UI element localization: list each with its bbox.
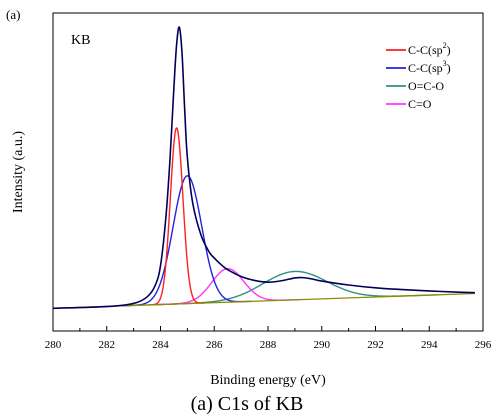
legend-label-end: ) bbox=[447, 43, 451, 57]
legend-label-main: C-C(sp bbox=[408, 43, 443, 57]
raw-spectrum-line bbox=[52, 26, 475, 310]
figure-caption: (a) C1s of KB bbox=[191, 393, 304, 415]
curve-layer bbox=[52, 26, 475, 310]
x-tick-label: 286 bbox=[206, 339, 223, 351]
legend-label: C=O bbox=[408, 97, 432, 111]
legend-label: C-C(sp3) bbox=[408, 59, 451, 75]
sample-label: KB bbox=[71, 33, 90, 48]
legend: C-C(sp2)C-C(sp3)O=C-OC=O bbox=[386, 41, 451, 111]
legend-label: O=C-O bbox=[408, 79, 444, 93]
legend-label: C-C(sp2) bbox=[408, 41, 451, 57]
x-tick-label: 282 bbox=[99, 339, 116, 351]
y-axis-title: Intensity (a.u.) bbox=[11, 131, 26, 213]
x-tick-label: 292 bbox=[367, 339, 384, 351]
legend-label-main: C=O bbox=[408, 97, 432, 111]
legend-label-main: O=C-O bbox=[408, 79, 444, 93]
peak-c-c-sp3- bbox=[123, 175, 252, 307]
legend-label-superscript: 3 bbox=[443, 59, 447, 68]
x-tick-label: 284 bbox=[152, 339, 169, 351]
x-tick-label: 294 bbox=[421, 339, 438, 351]
x-tick-label: 290 bbox=[314, 339, 331, 351]
x-tick-label: 296 bbox=[475, 339, 492, 351]
legend-label-main: C-C(sp bbox=[408, 61, 443, 75]
x-axis-title: Binding energy (eV) bbox=[210, 373, 326, 388]
x-tick-label: 288 bbox=[260, 339, 277, 351]
panel-label: (a) bbox=[6, 7, 20, 22]
legend-label-superscript: 2 bbox=[443, 41, 447, 50]
peak-c-c-sp2- bbox=[148, 127, 205, 306]
x-tick-label: 280 bbox=[45, 339, 62, 351]
x-axis: 280 282 284 286 288 290 292 294 296 bbox=[45, 326, 492, 351]
legend-label-end: ) bbox=[447, 61, 451, 75]
